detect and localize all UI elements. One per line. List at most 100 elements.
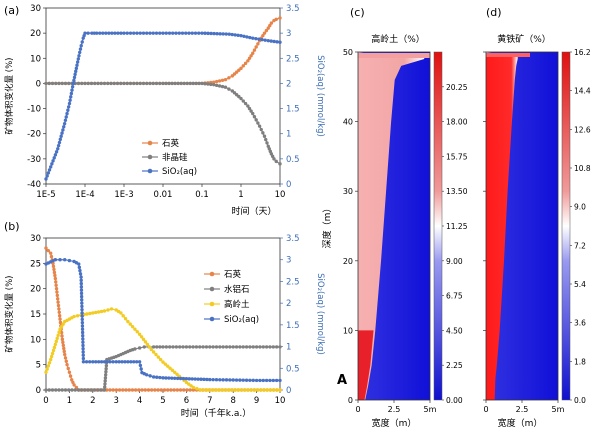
data-point [130,388,135,392]
data-point [134,360,139,364]
data-point [256,388,260,392]
data-point [199,377,203,381]
data-point [154,31,159,35]
data-point [103,385,107,389]
data-point [252,388,257,392]
data-point [44,246,48,250]
data-point [64,115,68,119]
data-point [227,32,231,36]
data-point [174,31,178,35]
data-point [274,17,278,22]
legend-marker [209,301,215,307]
x-tick-label: 0 [355,405,360,414]
x-ticks-b: 0 1 2 3 4 5 6 7 8 9 10 [43,390,285,406]
y-right-tick-label: 0.5 [286,155,300,165]
data-point [278,40,282,44]
data-point [193,377,197,381]
data-point [138,31,142,35]
data-point [103,382,107,386]
colorbar-tick-label: 4.50 [446,326,463,335]
data-point [261,378,265,383]
data-point [80,304,84,309]
data-point [209,82,213,87]
data-point [69,95,73,99]
data-point [113,31,117,35]
y-tick-label: 5 [36,361,41,371]
data-point [107,31,111,35]
colorbar-tick-label: 1.8 [574,357,586,366]
data-point [122,31,126,35]
data-point [47,81,51,86]
data-point [223,77,228,82]
y-right-tick-label: 2.5 [286,277,300,287]
data-point [268,23,272,28]
y-tick-label: 10 [30,335,41,345]
data-point [259,127,263,132]
data-point [126,319,130,324]
data-point [103,373,108,377]
data-point [60,131,64,135]
data-point [51,159,55,163]
x-tick-label: 7 [207,396,212,406]
data-point [244,345,249,349]
data-point [80,320,85,325]
data-point [177,31,181,35]
data-point [72,75,77,80]
data-point [72,78,76,83]
data-point [53,153,58,157]
data-point [224,345,229,349]
data-point [66,366,70,371]
x-tick-label: 3 [113,396,118,406]
data-point [59,134,63,138]
data-point [64,359,68,363]
data-point [110,31,114,35]
data-point [125,31,129,35]
data-point [234,345,239,349]
data-point [271,388,276,392]
data-point [120,360,124,364]
data-point [264,137,268,142]
data-point [61,322,65,326]
data-point [195,387,199,391]
data-point [187,382,191,386]
data-point [111,360,115,364]
data-point [66,108,70,112]
data-point [200,81,204,86]
data-point [182,388,186,392]
data-point [77,265,82,270]
data-point [218,378,222,382]
y-tick-label: 15 [30,310,41,320]
y-ticks-c: 0 10 20 30 40 50 [343,48,358,405]
data-point [141,31,146,35]
panel-d: (d) 黄铁矿（%） 0 2.5 5m 0.0 1.8 3.6 5.4 7.2 9.0 10.8… [483,6,591,429]
data-point [191,345,195,349]
data-point [96,388,100,392]
y-right-tick-label: 2 [286,299,291,309]
x-tick-label: 10 [275,396,286,406]
data-point [106,308,110,312]
colorbar-tick-label: 0.00 [446,396,463,405]
data-point [252,115,257,119]
data-point [51,348,56,353]
y-right-tick-label: 3.5 [286,4,300,14]
x-tick-label: 2 [90,396,95,406]
data-point [217,388,222,392]
data-point [203,31,207,35]
data-point [58,258,62,262]
data-point [63,388,68,392]
data-point [135,31,139,35]
data-point [217,84,222,88]
y-axis-label-b: 矿物体积变化量 (%) [4,276,15,353]
data-point [264,28,269,33]
x-tick-label: 1E-4 [75,190,94,200]
data-point [221,388,225,392]
data-point [101,31,105,35]
panel-b: (b) 0 1 2 3 4 5 6 7 8 9 10 0 5 10 15 20 25 30 0 0.5 1 1.5 2 2… [4,220,325,419]
legend-marker [209,316,215,322]
data-point [86,81,90,86]
data-point [119,81,123,86]
data-point [171,31,175,35]
data-point [53,276,58,281]
data-point [47,388,51,392]
data-point [124,388,128,392]
